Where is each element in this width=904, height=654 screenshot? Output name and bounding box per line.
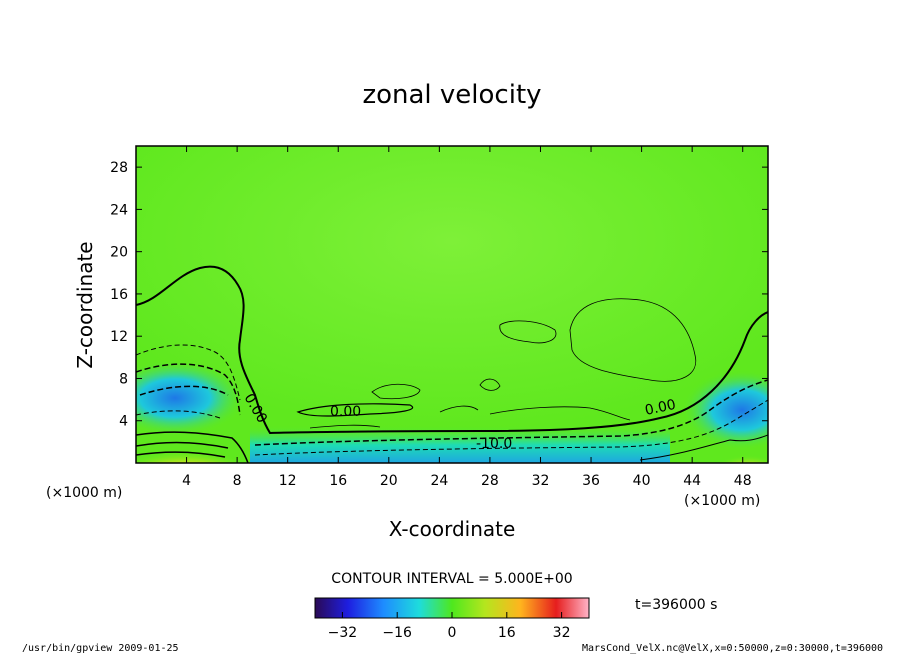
contour-field (136, 146, 768, 463)
contour-label: 0.00 (644, 397, 678, 419)
right-positive-blob (708, 438, 768, 463)
colorbar-tick-label: 0 (448, 625, 457, 641)
y-axis-label: Z-coordinate (73, 241, 97, 368)
y-axis-ticks: 4 8 12 16 20 24 28 (110, 160, 768, 430)
x-tick-label: 8 (233, 473, 242, 489)
x-tick-label: 12 (279, 473, 297, 489)
x-tick-label: 36 (582, 473, 600, 489)
plot-frame (135, 145, 769, 464)
y-tick-label: 16 (110, 287, 128, 303)
x-tick-label: 28 (481, 473, 499, 489)
contour-interval-text: CONTOUR INTERVAL = 5.000E+00 (331, 571, 572, 587)
y-tick-label: 20 (110, 245, 128, 261)
x-tick-label: 4 (182, 473, 191, 489)
x-tick-label: 20 (380, 473, 398, 489)
y-tick-label: 28 (110, 160, 128, 176)
x-tick-label: 44 (683, 473, 701, 489)
y-tick-label: 12 (110, 329, 128, 345)
x-axis-ticks: 4 8 12 16 20 24 28 32 36 40 44 48 (182, 146, 752, 489)
x-tick-label: 48 (734, 473, 752, 489)
x-tick-label: 24 (430, 473, 448, 489)
colorbar-tick-label: −32 (328, 625, 358, 641)
contour-lines (136, 265, 768, 463)
field-background (136, 146, 768, 463)
footer-left: /usr/bin/gpview 2009-01-25 (22, 643, 179, 654)
contour-label: -10.0 (476, 436, 512, 452)
y-tick-label: 4 (119, 414, 128, 430)
chart-title: zonal velocity (362, 80, 541, 110)
colorbar-ticks: −32 −16 0 16 32 (328, 612, 571, 641)
contour-label: 0.00 (330, 404, 361, 420)
x-axis-label: X-coordinate (389, 517, 516, 541)
right-negative-blob (682, 370, 768, 450)
y-tick-label: 24 (110, 202, 128, 218)
colorbar-tick-label: 32 (553, 625, 571, 641)
left-positive-blob (136, 427, 260, 463)
x-unit-label: (×1000 m) (684, 493, 760, 509)
x-tick-label: 16 (329, 473, 347, 489)
x-tick-label: 32 (532, 473, 550, 489)
colorbar-tick-label: 16 (498, 625, 516, 641)
time-label: t=396000 s (635, 597, 717, 613)
colorbar-tick-label: −16 (382, 625, 412, 641)
x-tick-label: 40 (633, 473, 651, 489)
footer-right: MarsCond_VelX.nc@VelX,x=0:50000,z=0:3000… (582, 643, 883, 654)
z-unit-label: (×1000 m) (46, 485, 122, 501)
y-tick-label: 8 (119, 371, 128, 387)
